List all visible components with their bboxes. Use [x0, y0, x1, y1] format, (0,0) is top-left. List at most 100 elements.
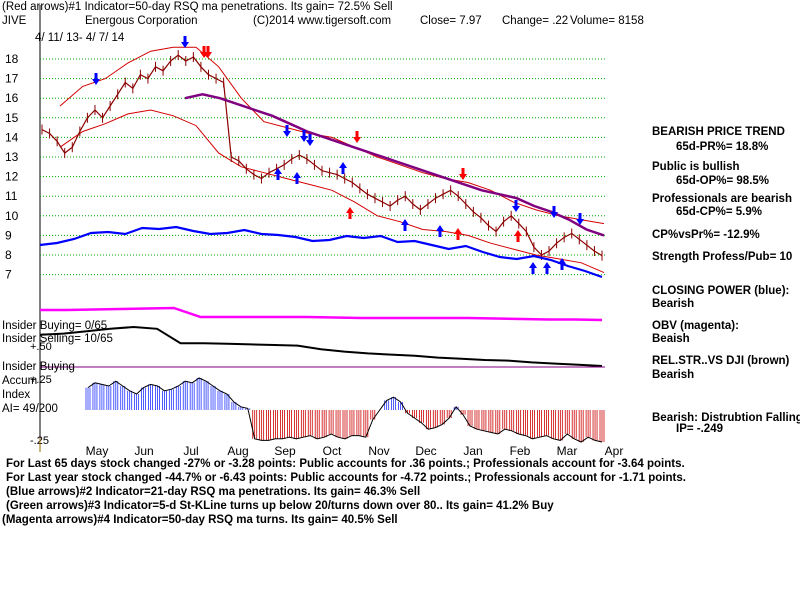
- signal-arrow: [306, 134, 314, 146]
- y-tick-label: 15: [5, 111, 19, 125]
- strength-value: Strength Profess/Pub= 10: [652, 251, 793, 263]
- y-tick-label: 18: [5, 52, 19, 66]
- closing-power-value: Bearish: [652, 298, 695, 310]
- closing-power-label: CLOSING POWER (blue):: [652, 285, 790, 297]
- x-tick-label: Dec: [415, 444, 436, 458]
- professionals-bearish: Professionals are bearish: [652, 193, 792, 205]
- price-axis: 18 17 16 15 14 13 12 11 10 9 8 7: [5, 52, 19, 282]
- index-label: Index: [2, 389, 31, 401]
- rel-str-label: REL.STR..VS DJI (brown): [652, 355, 790, 367]
- rel-strength-series: [39, 325, 603, 367]
- signal-arrow: [576, 213, 584, 225]
- footer-65-days: For Last 65 days stock changed -27% or -…: [6, 458, 685, 470]
- signal-arrow: [353, 131, 361, 143]
- obv-series: [40, 306, 603, 322]
- x-tick-label: May: [86, 444, 109, 458]
- volume-value: Volume= 8158: [570, 15, 644, 27]
- obv-line: [40, 306, 603, 322]
- copyright: (C)2014 www.tigersoft.com: [253, 15, 392, 27]
- signal-arrow: [512, 200, 520, 212]
- y-tick-label: 10: [5, 209, 19, 223]
- y-tick-label: 9: [5, 228, 12, 242]
- closing-power-line: [39, 225, 603, 279]
- signal-arrow: [204, 46, 212, 58]
- y-tick-label: 11: [5, 189, 18, 203]
- accum-axis-label: +.50: [30, 341, 52, 353]
- x-tick-label: Apr: [605, 444, 624, 458]
- accum-ma-line: [87, 377, 603, 443]
- signal-arrow: [529, 262, 537, 274]
- signal-arrow: [181, 36, 189, 48]
- signal-arrow: [339, 162, 347, 174]
- pr-value: 65d-PR%= 18.8%: [676, 141, 769, 153]
- rel-strength-line: [39, 325, 603, 367]
- signal-arrow: [459, 168, 467, 180]
- obv-value: Beaish: [652, 333, 690, 345]
- x-tick-label: Mar: [557, 444, 578, 458]
- bearish-distribution: Bearish: Distrubtion Falling: [652, 412, 800, 424]
- signal-arrow: [92, 73, 100, 85]
- y-tick-label: 8: [5, 248, 12, 262]
- signal-arrow: [293, 172, 301, 184]
- y-tick-label: 13: [5, 150, 19, 164]
- ai-label: AI= 49/200: [2, 403, 58, 415]
- insider-buying-2: Insider Buying: [2, 361, 75, 373]
- closing-power-series: [39, 225, 603, 279]
- signal-arrow: [543, 262, 551, 274]
- y-tick-label: 16: [5, 91, 19, 105]
- x-tick-label: Nov: [368, 444, 389, 458]
- header-red-arrows: (Red arrows)#1 Indicator=50-day RSQ ma p…: [2, 1, 393, 13]
- accum-axis-label: -.25: [30, 435, 49, 447]
- insider-selling: Insider Selling= 10/65: [2, 333, 113, 345]
- signal-arrows: [92, 36, 584, 274]
- rel-str-value: Bearish: [652, 369, 695, 381]
- accum-label: Accum: [2, 375, 38, 387]
- signal-arrow: [274, 168, 282, 180]
- x-tick-label: Sep: [274, 444, 296, 458]
- price-series: [41, 50, 603, 261]
- upper-band: [59, 46, 605, 225]
- bearish-price-trend: BEARISH PRICE TREND: [652, 126, 785, 138]
- signal-arrow: [454, 228, 462, 240]
- signal-arrow: [436, 225, 444, 237]
- insider-buying: Insider Buying= 0/65: [2, 320, 108, 332]
- cpvspr-value: CP%vsPr%= -12.9%: [652, 229, 760, 241]
- x-tick-label: Jan: [463, 444, 482, 458]
- footer-green-arrows: (Green arrows)#3 Indicator=5-d St-KLine …: [6, 500, 554, 512]
- x-tick-label: Oct: [323, 444, 342, 458]
- footer-magenta-arrows: (Magenta arrows)#4 Indicator=50-day RSQ …: [2, 514, 398, 526]
- lower-band: [59, 109, 605, 274]
- signal-arrow: [346, 207, 354, 219]
- y-tick-label: 12: [5, 170, 19, 184]
- ma-50-line: [184, 93, 605, 237]
- op-value: 65d-OP%= 98.5%: [676, 175, 770, 187]
- x-tick-label: Jun: [134, 444, 153, 458]
- symbol: JIVE: [2, 15, 27, 27]
- close-value: Close= 7.97: [420, 15, 482, 27]
- signal-arrow: [283, 125, 291, 137]
- footer-blue-arrows: (Blue arrows)#2 Indicator=21-day RSQ ma …: [6, 486, 421, 498]
- x-tick-label: Jul: [183, 444, 198, 458]
- obv-label: OBV (magenta):: [652, 320, 739, 332]
- signal-arrow: [401, 219, 409, 231]
- ip-value: IP= -.249: [676, 423, 723, 435]
- x-tick-label: Aug: [227, 444, 248, 458]
- company-name: Energous Corporation: [85, 15, 198, 27]
- footer-last-year: For Last year stock changed -44.7% or -6…: [6, 472, 686, 484]
- signal-arrow: [300, 130, 308, 142]
- y-tick-label: 7: [5, 268, 12, 282]
- cp-value: 65d-CP%= 5.9%: [676, 206, 762, 218]
- moving-average: [184, 93, 605, 237]
- date-range: 4/ 11/ 13- 4/ 7/ 14: [35, 32, 125, 44]
- accum-index-histogram: +.50 +.25 -.25: [30, 341, 605, 452]
- public-bullish: Public is bullish: [652, 161, 740, 173]
- price-bands: [59, 46, 605, 274]
- y-tick-label: 17: [5, 72, 19, 86]
- price-line: [41, 54, 603, 257]
- x-tick-label: Feb: [510, 444, 531, 458]
- accum-axis-label: +.25: [30, 374, 52, 386]
- signal-arrow: [514, 230, 522, 242]
- signal-arrow: [550, 206, 558, 218]
- y-tick-label: 14: [5, 130, 19, 144]
